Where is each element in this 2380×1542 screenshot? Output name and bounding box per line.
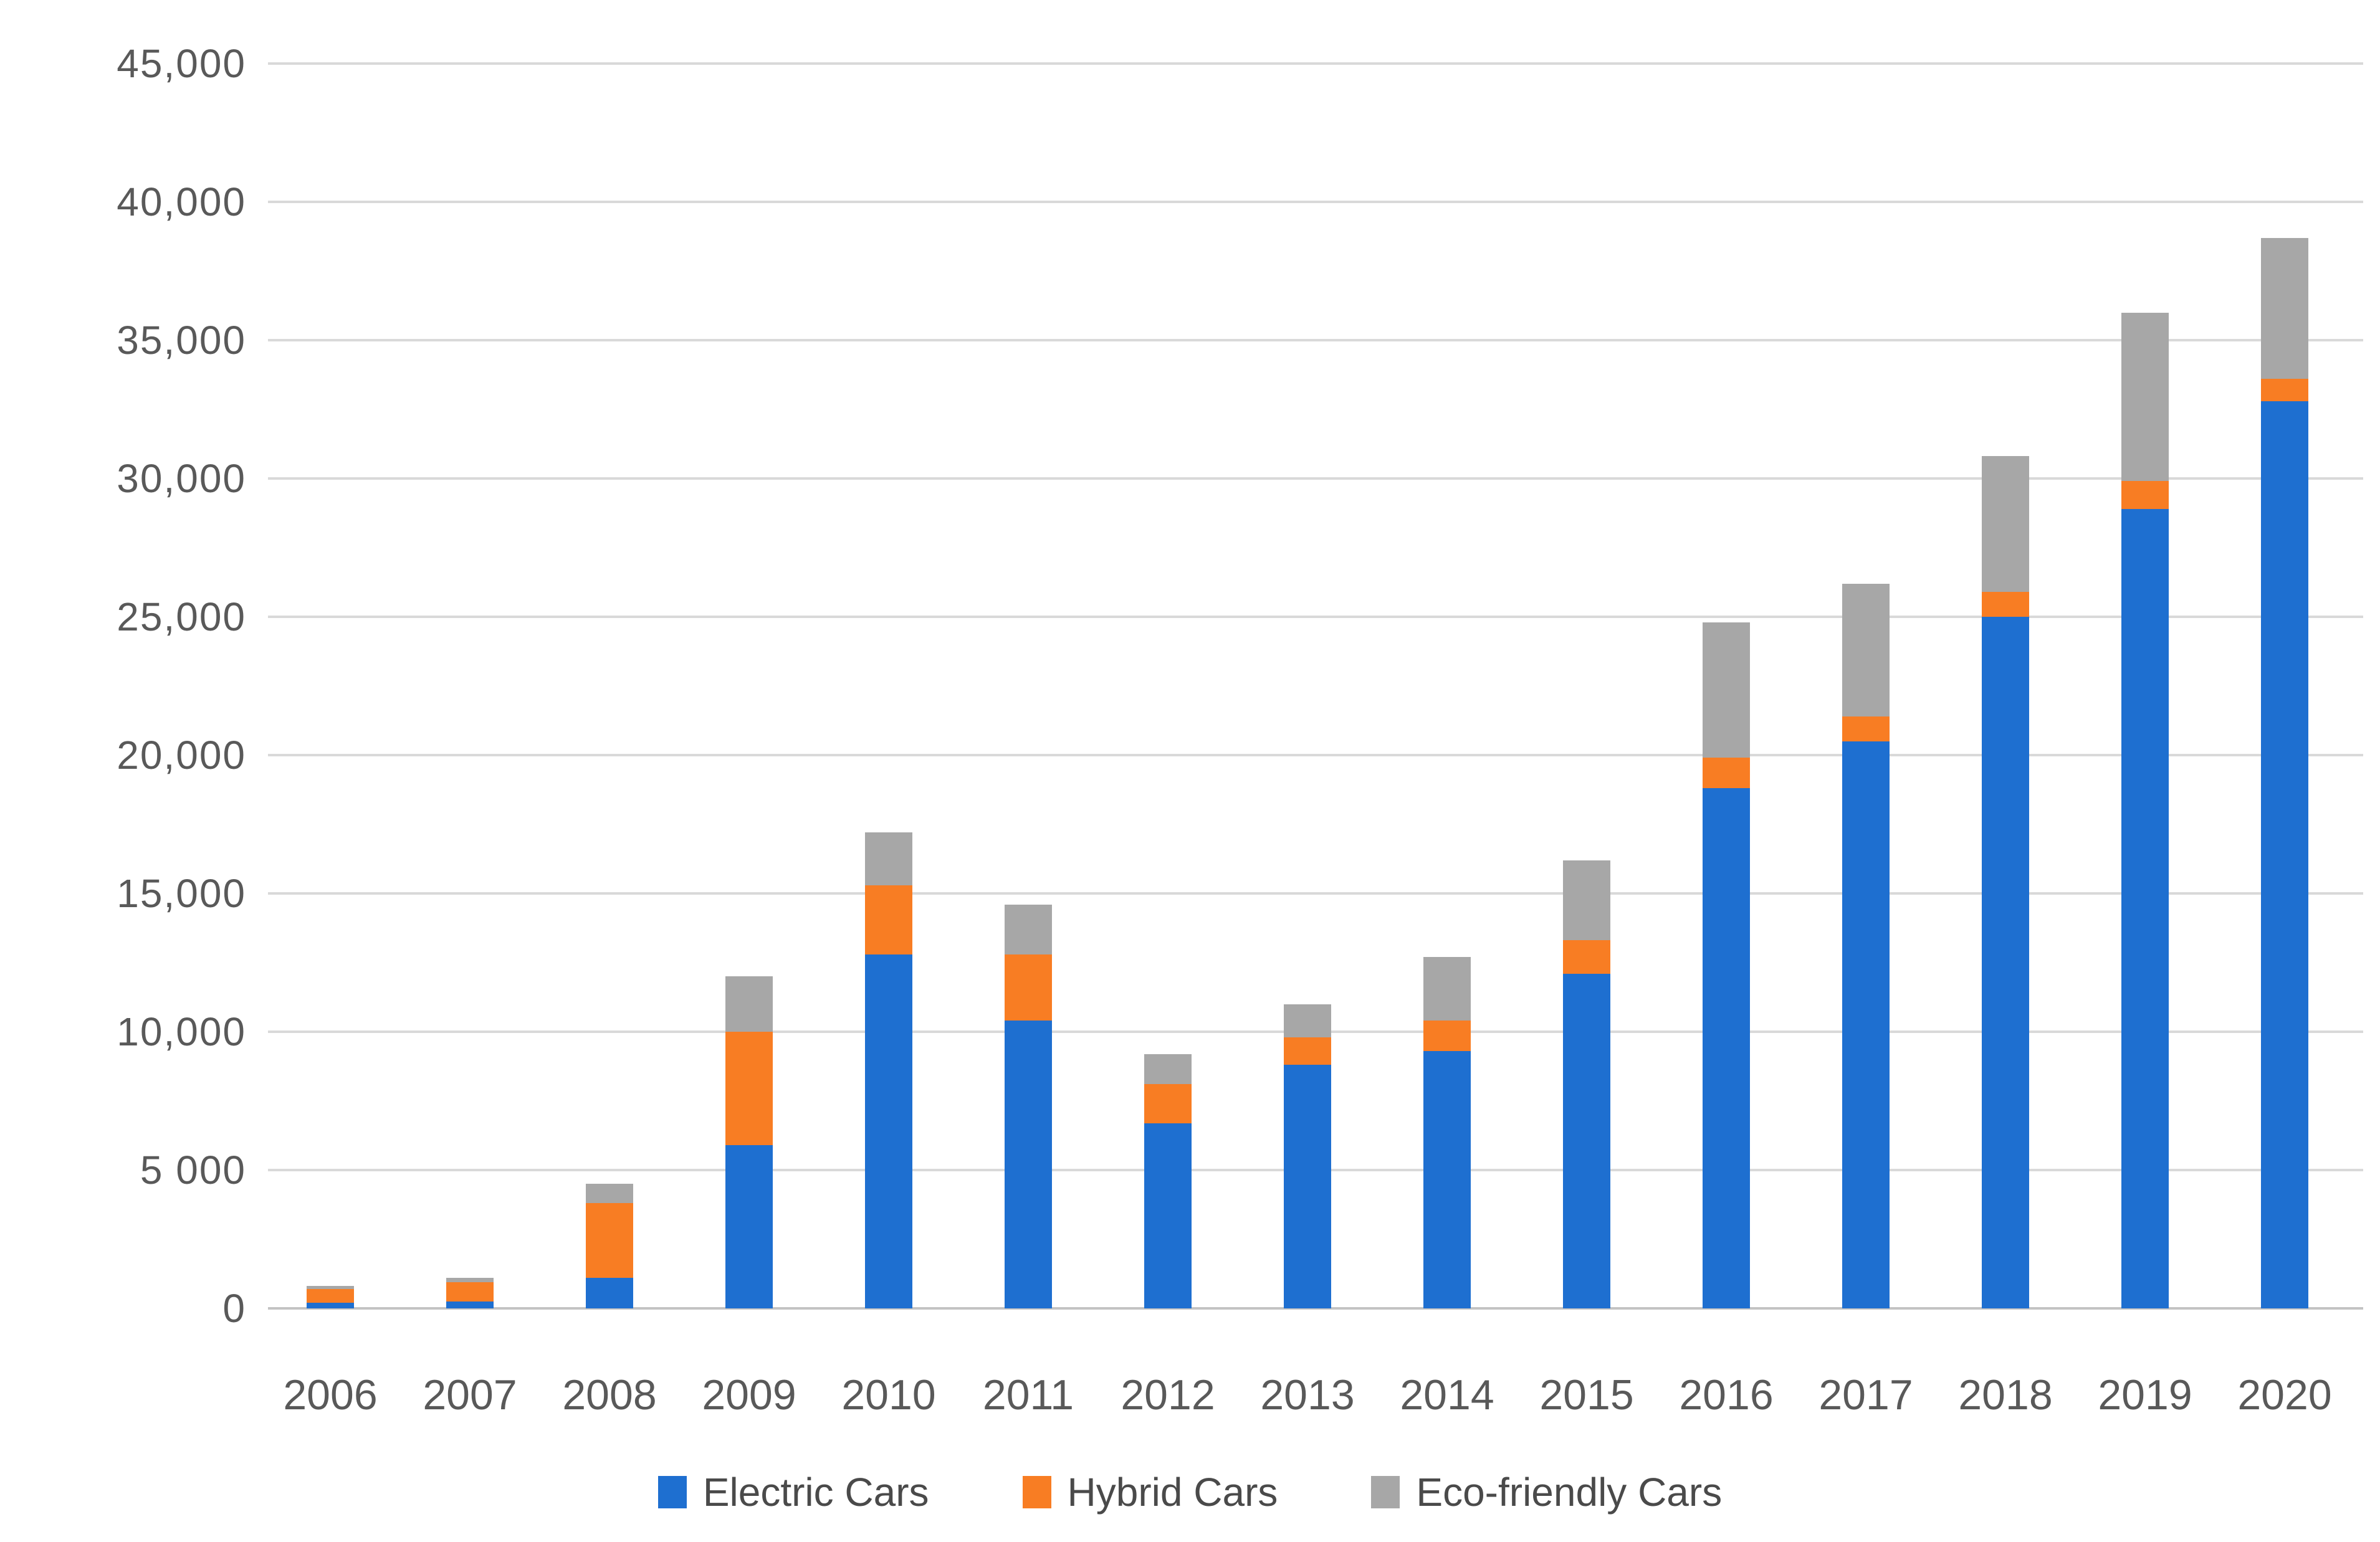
bar-segment-eco-friendly-cars-2008 [586, 1184, 633, 1204]
bar-segment-electric-cars-2015 [1563, 973, 1610, 1308]
gridline-20000 [268, 754, 2363, 756]
x-axis-line [268, 1307, 2363, 1310]
gridline-40000 [268, 201, 2363, 203]
bar-segment-hybrid-cars-2007 [446, 1282, 494, 1302]
bar-segment-hybrid-cars-2017 [1842, 716, 1890, 741]
bar-segment-electric-cars-2020 [2261, 401, 2308, 1308]
y-tick-label-0: 0 [222, 1286, 246, 1331]
bar-segment-eco-friendly-cars-2015 [1563, 860, 1610, 941]
bar-segment-hybrid-cars-2013 [1284, 1037, 1331, 1065]
legend-label: Hybrid Cars [1067, 1470, 1278, 1515]
x-tick-label-2010: 2010 [841, 1371, 936, 1419]
legend-label: Electric Cars [702, 1470, 929, 1515]
y-tick-label-5000: 5 000 [140, 1148, 246, 1192]
bar-segment-electric-cars-2008 [586, 1278, 633, 1308]
legend-item-eco-friendly-cars: Eco-friendly Cars [1371, 1470, 1722, 1514]
bar-segment-eco-friendly-cars-2011 [1005, 904, 1052, 954]
bar-segment-hybrid-cars-2010 [865, 885, 912, 954]
x-tick-label-2008: 2008 [562, 1371, 657, 1419]
gridline-15000 [268, 892, 2363, 895]
bar-segment-electric-cars-2010 [865, 954, 912, 1308]
y-tick-label-15000: 15,000 [117, 871, 246, 916]
x-tick-label-2013: 2013 [1260, 1371, 1355, 1419]
bar-segment-eco-friendly-cars-2009 [725, 976, 773, 1032]
y-tick-label-45000: 45,000 [117, 41, 246, 86]
bar-segment-eco-friendly-cars-2007 [446, 1278, 494, 1282]
gridline-30000 [268, 477, 2363, 480]
bar-segment-eco-friendly-cars-2014 [1423, 957, 1471, 1021]
gridline-35000 [268, 339, 2363, 341]
bar-segment-hybrid-cars-2006 [307, 1288, 354, 1303]
x-tick-label-2017: 2017 [1818, 1371, 1913, 1419]
x-tick-label-2019: 2019 [2098, 1371, 2192, 1419]
bar-segment-electric-cars-2007 [446, 1301, 494, 1308]
x-tick-label-2006: 2006 [283, 1371, 378, 1419]
bar-segment-eco-friendly-cars-2016 [1703, 622, 1750, 758]
x-tick-label-2007: 2007 [423, 1371, 517, 1419]
x-tick-label-2011: 2011 [982, 1371, 1074, 1419]
legend-item-electric-cars: Electric Cars [657, 1470, 929, 1515]
bar-segment-hybrid-cars-2009 [725, 1032, 773, 1146]
bar-segment-eco-friendly-cars-2020 [2261, 237, 2308, 379]
y-tick-label-30000: 30,000 [117, 456, 246, 501]
bar-segment-electric-cars-2006 [307, 1303, 354, 1308]
bar-segment-electric-cars-2014 [1423, 1051, 1471, 1308]
bar-segment-electric-cars-2016 [1703, 788, 1750, 1308]
bar-segment-electric-cars-2017 [1842, 741, 1890, 1308]
bar-segment-eco-friendly-cars-2012 [1144, 1054, 1192, 1085]
y-tick-label-35000: 35,000 [117, 318, 246, 363]
legend-swatch-electric-cars [657, 1476, 687, 1508]
y-tick-label-10000: 10,000 [117, 1009, 246, 1054]
bar-segment-hybrid-cars-2012 [1144, 1084, 1192, 1123]
gridline-25000 [268, 616, 2363, 618]
gridline-45000 [268, 62, 2363, 65]
bar-segment-electric-cars-2012 [1144, 1123, 1192, 1308]
legend-label: Eco-friendly Cars [1416, 1470, 1723, 1515]
bar-segment-electric-cars-2018 [1982, 617, 2029, 1308]
y-tick-label-40000: 40,000 [117, 179, 246, 224]
legend-swatch-eco-friendly-cars [1371, 1476, 1400, 1508]
bar-segment-hybrid-cars-2019 [2121, 481, 2169, 509]
bar-segment-electric-cars-2009 [725, 1145, 773, 1308]
bar-segment-eco-friendly-cars-2013 [1284, 1004, 1331, 1037]
bar-segment-electric-cars-2011 [1005, 1021, 1052, 1308]
x-tick-label-2016: 2016 [1679, 1371, 1774, 1419]
bar-segment-electric-cars-2019 [2121, 508, 2169, 1308]
bar-segment-hybrid-cars-2015 [1563, 940, 1610, 974]
bar-segment-eco-friendly-cars-2019 [2121, 312, 2169, 482]
bar-segment-hybrid-cars-2011 [1005, 954, 1052, 1021]
x-tick-label-2018: 2018 [1958, 1371, 2053, 1419]
y-tick-label-20000: 20,000 [117, 733, 246, 778]
x-tick-label-2012: 2012 [1121, 1371, 1215, 1419]
legend-swatch-hybrid-cars [1022, 1476, 1051, 1508]
x-tick-label-2014: 2014 [1400, 1371, 1494, 1419]
bar-segment-hybrid-cars-2008 [586, 1203, 633, 1278]
chart-legend: Electric Cars Hybrid Cars Eco-friendly Car… [0, 1470, 2380, 1514]
legend-item-hybrid-cars: Hybrid Cars [1022, 1470, 1278, 1515]
bar-segment-hybrid-cars-2016 [1703, 758, 1750, 789]
bar-segment-eco-friendly-cars-2010 [865, 832, 912, 885]
x-tick-label-2015: 2015 [1539, 1371, 1634, 1419]
x-tick-label-2009: 2009 [702, 1371, 796, 1419]
bar-segment-hybrid-cars-2018 [1982, 592, 2029, 617]
bar-segment-eco-friendly-cars-2017 [1842, 583, 1890, 716]
bar-segment-hybrid-cars-2020 [2261, 379, 2308, 401]
bar-segment-eco-friendly-cars-2006 [307, 1286, 354, 1289]
x-tick-label-2020: 2020 [2237, 1371, 2332, 1419]
bar-segment-electric-cars-2013 [1284, 1065, 1331, 1308]
y-tick-label-25000: 25,000 [117, 594, 246, 639]
bar-segment-hybrid-cars-2014 [1423, 1021, 1471, 1052]
bar-segment-eco-friendly-cars-2018 [1982, 456, 2029, 593]
